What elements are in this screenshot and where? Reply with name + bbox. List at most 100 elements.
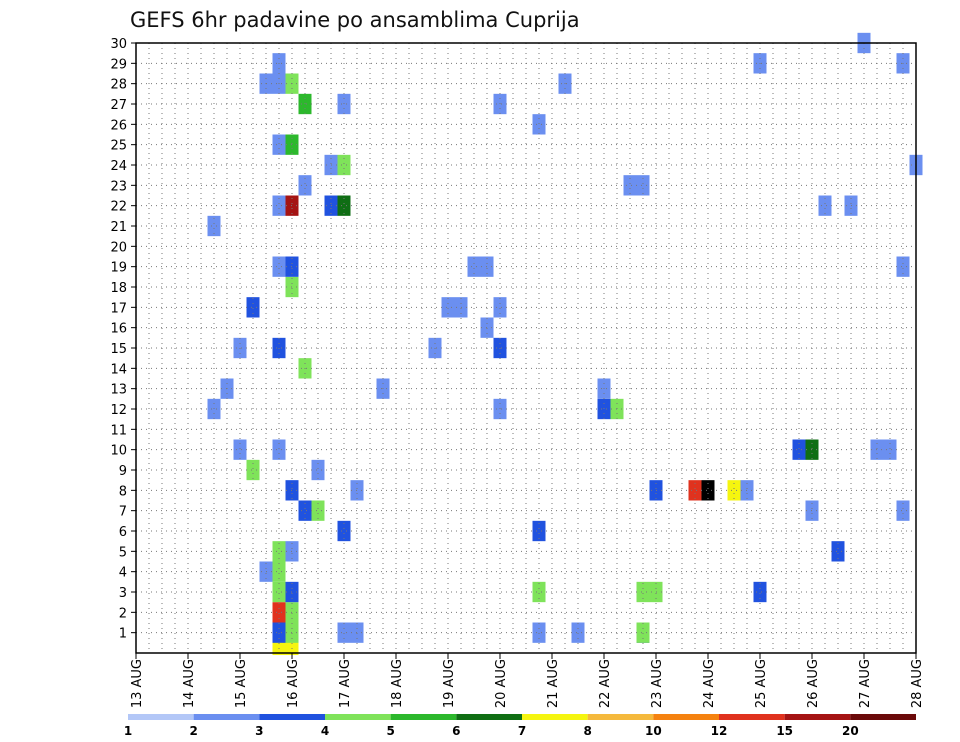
colorbar-swatch: [456, 714, 522, 720]
colorbar-swatch: [193, 714, 260, 720]
y-tick-label: 13: [110, 383, 127, 398]
y-tick-label: 6: [119, 525, 127, 540]
y-tick-label: 30: [110, 37, 127, 52]
x-tick-label: 14 AUG: [182, 659, 197, 708]
y-tick-label: 11: [110, 423, 127, 438]
x-tick-label: 26 AUG: [806, 659, 821, 708]
x-tick-label: 27 AUG: [858, 659, 873, 708]
x-tick-label: 28 AUG: [910, 659, 925, 708]
y-tick-label: 4: [119, 566, 127, 581]
colorbar-label: 2: [189, 724, 197, 738]
x-tick-label: 18 AUG: [390, 659, 405, 708]
y-tick-label: 14: [110, 362, 127, 377]
precip-cell: [792, 439, 806, 460]
y-tick-label: 23: [110, 179, 127, 194]
x-tick-label: 16 AUG: [286, 659, 301, 708]
y-tick-label: 20: [110, 240, 127, 255]
precip-cell: [818, 195, 832, 216]
y-tick-label: 9: [119, 464, 127, 479]
y-tick-label: 7: [119, 505, 127, 520]
y-tick-label: 19: [110, 261, 127, 276]
precip-cell: [311, 459, 325, 481]
precip-cell: [272, 195, 286, 216]
y-tick-label: 17: [110, 301, 127, 316]
precip-cell: [636, 175, 650, 196]
colorbar-label: 12: [711, 724, 728, 738]
colorbar-label: 6: [452, 724, 460, 738]
colorbar-swatch: [587, 714, 654, 720]
precip-cell: [298, 500, 312, 521]
y-tick-label: 18: [110, 281, 127, 296]
precip-cell: [467, 256, 481, 277]
precip-cell: [532, 114, 546, 135]
colorbar-swatch: [325, 714, 391, 720]
colorbar-swatch: [522, 714, 588, 720]
y-tick-label: 25: [110, 139, 127, 154]
colorbar-label: 1: [124, 724, 132, 738]
y-tick-label: 12: [110, 403, 127, 418]
precip-cell: [311, 500, 325, 521]
y-tick-label: 21: [110, 220, 127, 235]
precip-cell: [272, 439, 286, 460]
x-tick-label: 13 AUG: [130, 659, 145, 708]
y-tick-label: 26: [110, 118, 127, 133]
y-tick-label: 8: [119, 484, 127, 499]
grid-layer: [136, 43, 916, 653]
y-tick-label: 5: [119, 545, 127, 560]
precip-cell: [298, 175, 312, 196]
y-tick-label: 2: [119, 606, 127, 621]
y-tick-label: 29: [110, 57, 127, 72]
precip-cell: [246, 297, 260, 318]
colorbar-swatch: [259, 714, 325, 720]
x-tick-label: 25 AUG: [754, 659, 769, 708]
precip-cell: [532, 520, 546, 542]
y-tick-label: 3: [119, 586, 127, 601]
colorbar-label: 5: [386, 724, 394, 738]
colorbar-swatch: [653, 714, 719, 720]
precip-cell: [272, 581, 286, 603]
precip-cell: [532, 581, 546, 603]
precip-cell: [337, 622, 351, 643]
precip-cell: [896, 500, 910, 521]
colorbar-legend: 1 2 3 4 5 6 7 8 10 12 15 20: [124, 714, 916, 738]
precip-cell: [831, 541, 845, 562]
precip-cell: [623, 175, 637, 196]
precip-cell: [441, 297, 455, 318]
colorbar-label: 20: [842, 724, 859, 738]
chart-title: GEFS 6hr padavine po ansamblima Cuprija: [130, 8, 580, 32]
precip-cell: [272, 256, 286, 277]
precip-cell: [207, 215, 221, 237]
x-axis: 13 AUG 14 AUG 15 AUG 16 AUG 17 AUG 18 AUG 19 A…: [130, 653, 925, 708]
x-tick-label: 19 AUG: [442, 659, 457, 708]
y-tick-label: 24: [110, 159, 127, 174]
precip-cell: [272, 541, 286, 562]
y-tick-label: 16: [110, 322, 127, 337]
colorbar-swatch: [784, 714, 851, 720]
colorbar-swatch: [128, 714, 194, 720]
colorbar-label: 3: [255, 724, 263, 738]
colorbar-label: 7: [518, 724, 526, 738]
colorbar-label: 15: [776, 724, 793, 738]
x-tick-label: 17 AUG: [338, 659, 353, 708]
colorbar-label: 8: [583, 724, 591, 738]
precip-cell: [636, 622, 650, 643]
precip-cell: [337, 195, 351, 216]
x-tick-label: 23 AUG: [650, 659, 665, 708]
precip-cell: [272, 622, 286, 643]
precip-cell: [272, 134, 286, 155]
precip-cell: [727, 480, 741, 501]
precip-cell: [337, 520, 351, 542]
precip-cell: [493, 297, 507, 318]
x-tick-label: 21 AUG: [546, 659, 561, 708]
y-tick-label: 27: [110, 98, 127, 113]
precip-cell: [701, 480, 715, 501]
colorbar-swatch: [719, 714, 785, 720]
colorbar-label: 4: [321, 724, 329, 738]
precip-cell: [883, 439, 897, 460]
precip-cell: [337, 154, 351, 176]
y-tick-label: 28: [110, 78, 127, 93]
x-tick-label: 15 AUG: [234, 659, 249, 708]
colorbar-swatch: [850, 714, 916, 720]
y-tick-label: 1: [119, 627, 127, 642]
